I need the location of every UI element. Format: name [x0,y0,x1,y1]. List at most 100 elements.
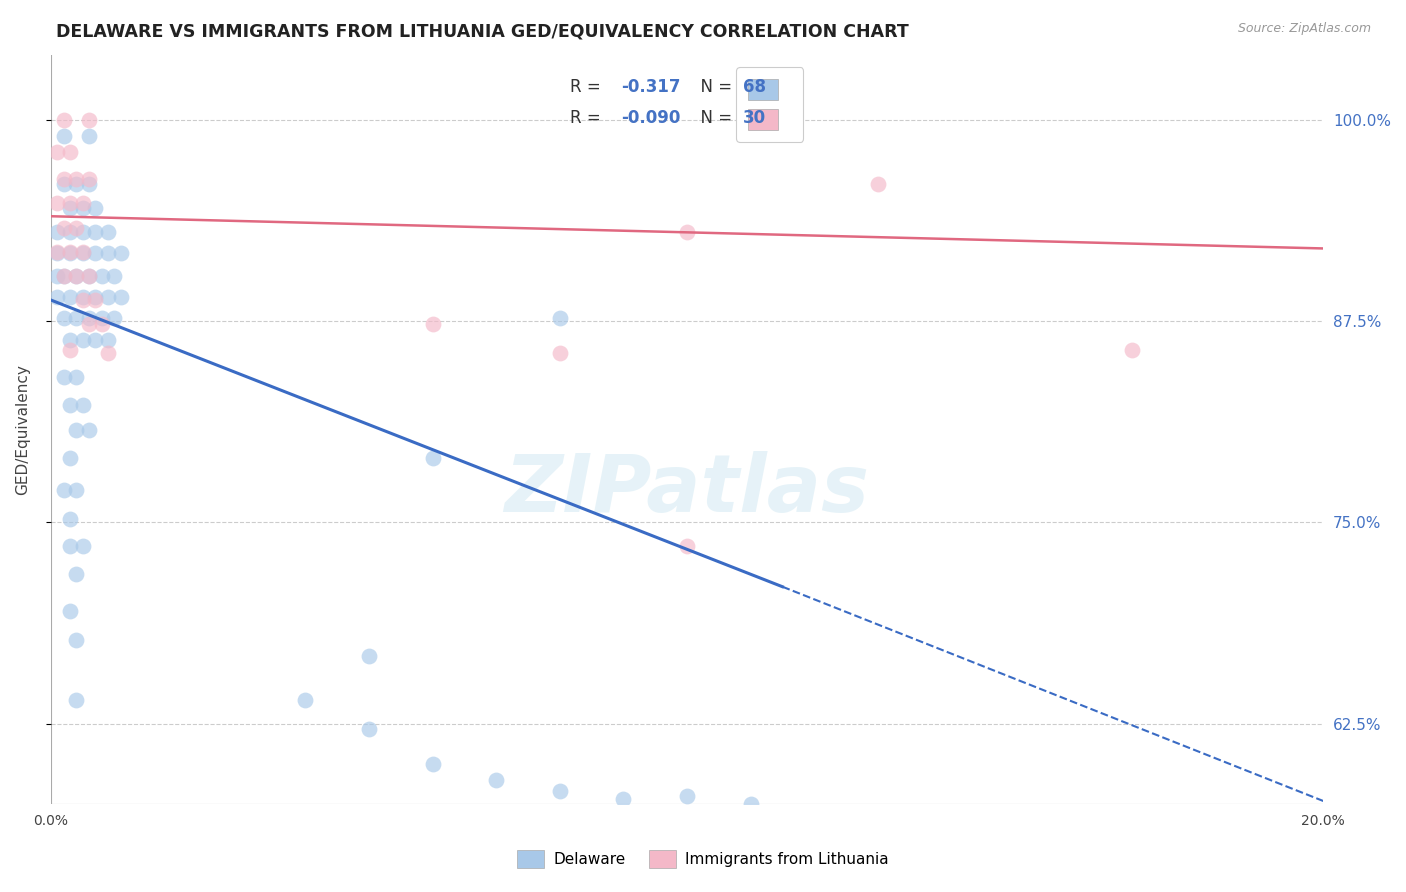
Point [46,145,69,159]
Point [294,692,316,706]
Point [72,201,94,215]
Point [59,290,82,304]
Point [110,246,132,260]
Point [72,293,94,307]
Point [84,201,107,215]
Point [59,343,82,357]
Point [59,244,82,259]
Legend: , : , [737,67,803,142]
Point [676,789,699,804]
Point [97,346,120,360]
Point [548,784,571,798]
Point [84,225,107,239]
Point [59,225,82,239]
Point [59,196,82,211]
Point [103,268,125,283]
Point [72,244,94,259]
Text: Source: ZipAtlas.com: Source: ZipAtlas.com [1237,22,1371,36]
Point [77,177,100,191]
Point [59,540,82,554]
Point [52,177,75,191]
Point [97,246,120,260]
Point [103,310,125,325]
Point [676,225,699,239]
Point [77,424,100,438]
Y-axis label: GED/Equivalency: GED/Equivalency [15,364,30,495]
Point [46,244,69,259]
Point [52,172,75,186]
Text: -0.317: -0.317 [621,78,681,95]
Text: ZIPatlas: ZIPatlas [505,450,869,529]
Point [65,692,87,706]
Text: R =: R = [569,78,606,95]
Point [77,268,100,283]
Point [65,566,87,581]
Point [52,483,75,497]
Point [59,450,82,465]
Text: -0.090: -0.090 [621,109,681,127]
Point [422,756,444,771]
Point [46,246,69,260]
Point [46,290,69,304]
Text: N =: N = [689,78,737,95]
Point [77,128,100,143]
Point [740,797,762,812]
Text: 68: 68 [742,78,766,95]
Point [77,172,100,186]
Point [65,268,87,283]
Point [485,772,508,787]
Point [90,268,112,283]
Point [46,196,69,211]
Point [72,196,94,211]
Text: 30: 30 [742,109,766,127]
Point [52,268,75,283]
Point [72,225,94,239]
Point [90,310,112,325]
Point [65,632,87,647]
Point [65,370,87,384]
Point [65,268,87,283]
Point [422,317,444,331]
Point [65,172,87,186]
Point [866,177,889,191]
Point [59,512,82,526]
Legend: Delaware, Immigrants from Lithuania: Delaware, Immigrants from Lithuania [510,844,896,873]
Point [72,540,94,554]
Point [1121,343,1143,357]
Point [65,310,87,325]
Point [52,310,75,325]
Text: DELAWARE VS IMMIGRANTS FROM LITHUANIA GED/EQUIVALENCY CORRELATION CHART: DELAWARE VS IMMIGRANTS FROM LITHUANIA GE… [56,22,910,40]
Point [97,333,120,347]
Point [77,112,100,127]
Point [52,128,75,143]
Point [52,370,75,384]
Point [59,604,82,618]
Point [84,290,107,304]
Point [97,225,120,239]
Point [52,268,75,283]
Point [84,246,107,260]
Point [52,220,75,235]
Point [72,290,94,304]
Point [59,398,82,412]
Point [72,333,94,347]
Point [65,424,87,438]
Point [612,792,634,806]
Point [46,268,69,283]
Point [357,648,380,663]
Point [676,540,699,554]
Point [548,346,571,360]
Point [72,398,94,412]
Point [77,310,100,325]
Point [59,145,82,159]
Point [97,290,120,304]
Point [59,246,82,260]
Point [357,722,380,736]
Point [84,293,107,307]
Point [65,483,87,497]
Text: R =: R = [569,109,606,127]
Point [65,220,87,235]
Point [110,290,132,304]
Point [548,310,571,325]
Point [59,201,82,215]
